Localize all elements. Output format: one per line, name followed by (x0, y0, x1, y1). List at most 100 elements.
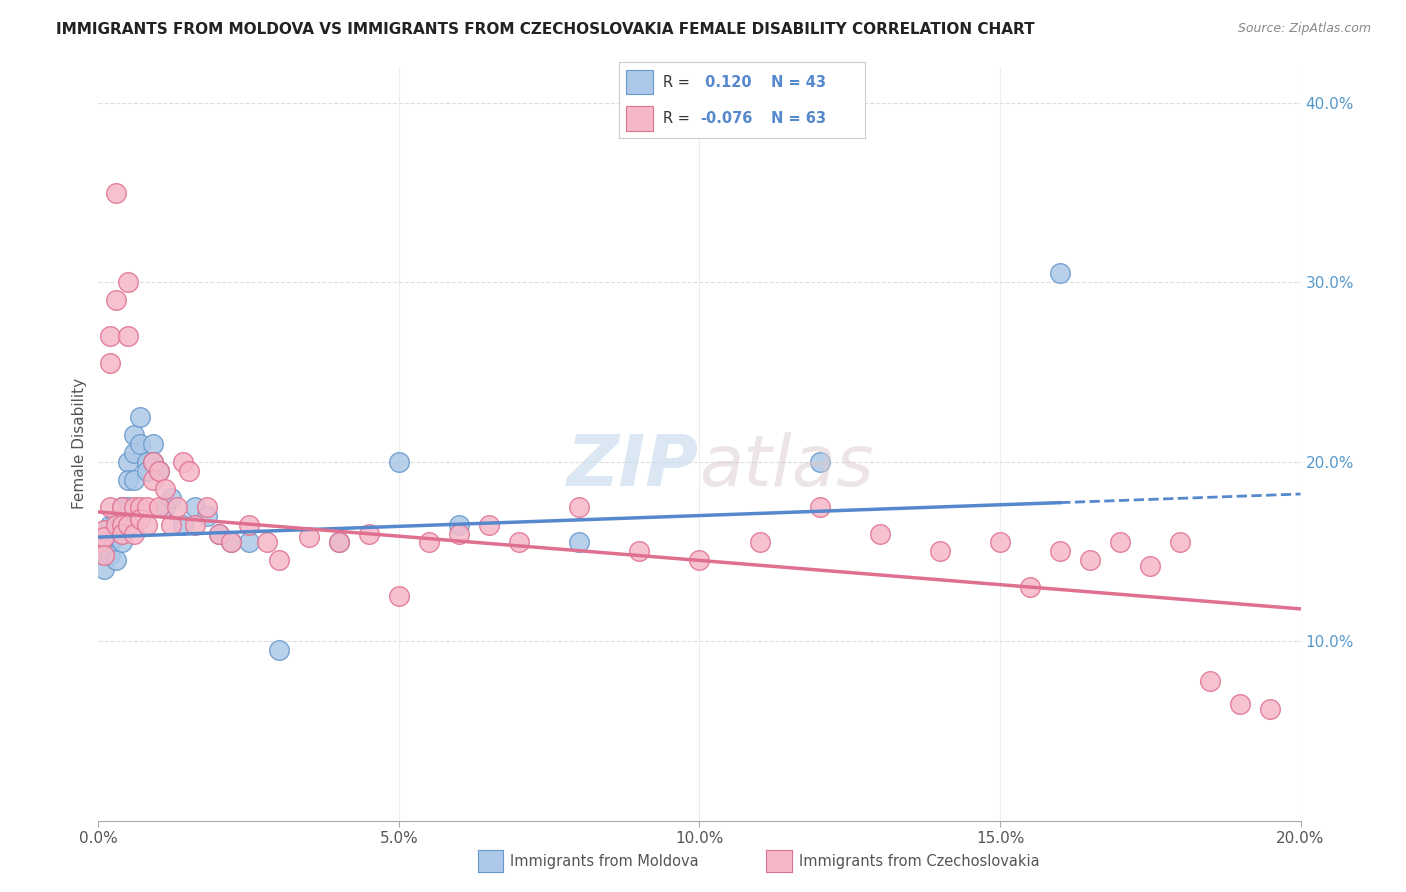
Point (183, 500, 205, 514)
Point (117, 275, 139, 289)
Point (328, 535, 350, 549)
Point (105, 553, 128, 567)
Text: ZIP: ZIP (567, 432, 699, 501)
Point (141, 455, 163, 469)
Point (148, 464, 170, 478)
Point (328, 535, 350, 549)
Point (100, 517, 122, 532)
Point (219, 535, 242, 549)
Point (105, 512, 128, 526)
Point (100, 500, 122, 514)
Point (447, 526, 470, 541)
Point (159, 517, 181, 532)
Point (135, 500, 157, 514)
Point (988, 535, 1011, 549)
Text: Source: ZipAtlas.com: Source: ZipAtlas.com (1237, 22, 1371, 36)
Text: Immigrants from Czechoslovakia: Immigrants from Czechoslovakia (799, 854, 1039, 869)
Point (111, 500, 134, 514)
Point (357, 526, 380, 541)
Point (447, 517, 470, 532)
Point (117, 329, 139, 343)
Point (124, 446, 146, 460)
Point (100, 548, 122, 562)
Point (129, 437, 152, 451)
Point (1019, 580, 1042, 594)
Point (172, 455, 194, 469)
Point (478, 517, 501, 532)
Point (117, 500, 139, 514)
Point (117, 455, 139, 469)
Point (808, 500, 831, 514)
Point (568, 500, 591, 514)
Y-axis label: Female Disability: Female Disability (72, 378, 87, 509)
Text: N = 63: N = 63 (770, 111, 827, 126)
Point (183, 517, 205, 532)
Point (153, 500, 176, 514)
Point (238, 535, 260, 549)
Point (105, 523, 128, 537)
Point (628, 544, 651, 558)
Point (111, 517, 134, 532)
Point (93, 523, 115, 537)
Point (418, 535, 440, 549)
Point (159, 491, 181, 505)
Point (1199, 673, 1222, 688)
Point (124, 500, 146, 514)
Point (100, 356, 122, 370)
Point (105, 186, 128, 200)
Point (141, 473, 163, 487)
Point (105, 293, 128, 308)
Point (388, 455, 411, 469)
Point (219, 535, 242, 549)
Point (148, 464, 170, 478)
Point (117, 517, 139, 532)
Point (93, 530, 115, 544)
Point (100, 329, 122, 343)
Point (929, 544, 952, 558)
Point (508, 535, 530, 549)
Point (141, 455, 163, 469)
FancyBboxPatch shape (626, 106, 652, 130)
Text: atlas: atlas (699, 432, 875, 501)
Point (111, 535, 134, 549)
Point (90, 535, 112, 549)
Point (869, 526, 891, 541)
Text: N = 43: N = 43 (770, 75, 827, 90)
Point (208, 526, 231, 541)
Point (117, 473, 139, 487)
Point (1229, 697, 1251, 711)
Point (195, 500, 218, 514)
Point (166, 500, 188, 514)
Point (267, 553, 290, 567)
Point (388, 590, 411, 604)
Point (1049, 266, 1071, 280)
Point (124, 473, 146, 487)
Point (267, 643, 290, 657)
Point (93, 562, 115, 576)
Point (100, 535, 122, 549)
Point (111, 526, 134, 541)
Point (100, 526, 122, 541)
Point (256, 535, 278, 549)
Point (1078, 553, 1101, 567)
Text: IMMIGRANTS FROM MOLDOVA VS IMMIGRANTS FROM CZECHOSLOVAKIA FEMALE DISABILITY CORR: IMMIGRANTS FROM MOLDOVA VS IMMIGRANTS FR… (56, 22, 1035, 37)
Point (129, 512, 152, 526)
Point (1109, 535, 1132, 549)
Point (135, 517, 157, 532)
Point (1049, 544, 1071, 558)
Point (177, 464, 200, 478)
Point (238, 517, 260, 532)
Point (135, 455, 157, 469)
Point (1139, 558, 1161, 573)
Point (748, 535, 770, 549)
Text: Immigrants from Moldova: Immigrants from Moldova (510, 854, 699, 869)
FancyBboxPatch shape (626, 70, 652, 95)
Point (111, 512, 134, 526)
Point (129, 500, 152, 514)
Text: R =: R = (664, 75, 690, 90)
Point (111, 500, 134, 514)
Point (148, 500, 170, 514)
Point (208, 526, 231, 541)
Point (688, 553, 710, 567)
Point (129, 409, 152, 424)
